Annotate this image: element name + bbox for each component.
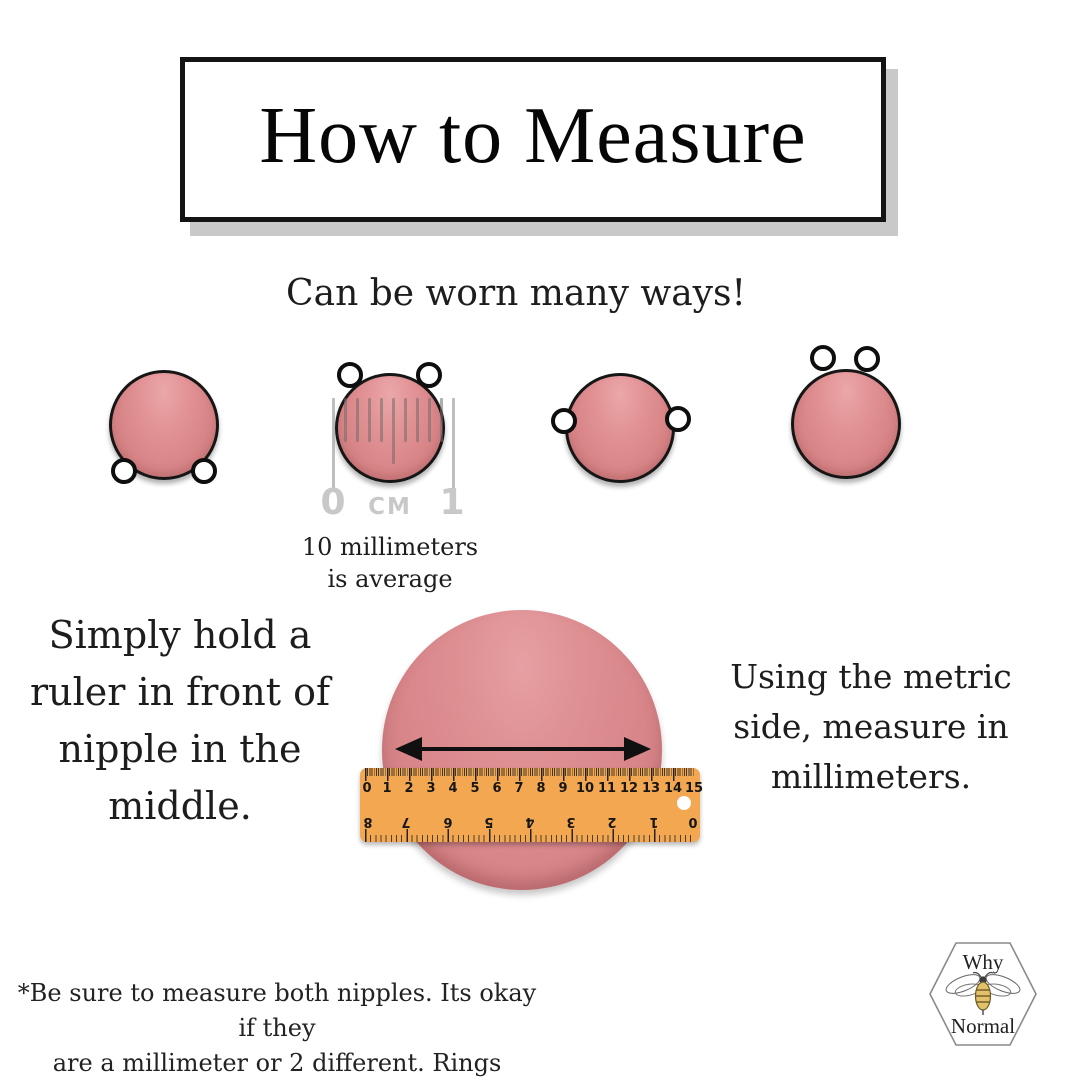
ruler-tick [416,398,419,442]
ring-icon [191,458,217,484]
ruler-eighth-ticks [365,835,695,842]
ring-icon [337,362,363,388]
title-box: How to Measure [180,57,886,222]
mini-ruler-unit-label: CM [368,494,412,520]
bee-icon [945,971,1021,1015]
right-instruction: Using the metric side, measure in millim… [730,657,1012,796]
footnote: *Be sure to measure both nipples. Its ok… [17,979,537,1077]
ruler-tick [368,398,371,442]
ruler-tick [356,398,359,442]
ruler-tick [452,398,455,490]
ring-icon [416,362,442,388]
ring-icon [551,408,577,434]
subtitle: Can be worn many ways! [286,273,746,314]
mini-ruler-zero-label: 0 [320,482,346,523]
ruler-tick [380,398,383,442]
ring-icon [810,345,836,371]
metric-ruler: 0 1 2 3 4 5 6 7 8 9 10 11 12 13 14 15 8 … [360,768,703,842]
ring-icon [111,458,137,484]
diameter-arrow-icon [395,736,651,762]
disc-rings-sides-icon [565,373,675,483]
ruler-tick [344,398,347,442]
ruler-mm-ticks [365,768,695,776]
ruler-tick [440,398,443,442]
ruler-tick [332,398,335,490]
ring-icon [665,406,691,432]
disc-rings-top-icon [335,373,445,483]
brand-logo: Why Normal [927,940,1039,1048]
mini-ruler-one-label: 1 [439,482,465,523]
ruler-tick [392,398,395,464]
ring-icon [854,346,880,372]
ruler-hole [677,796,691,810]
mini-cm-ruler: 0 CM 1 [320,398,465,528]
average-size-note: 10 millimeters is average [301,533,479,593]
logo-word-normal: Normal [950,1014,1016,1038]
ruler-tick [428,398,431,442]
page-title: How to Measure [259,92,807,180]
ruler-tick [404,398,407,442]
disc-rings-top-pair-icon [791,369,901,479]
left-instruction: Simply hold a ruler in front of nipple i… [29,613,331,828]
logo-word-why: Why [962,950,1004,974]
